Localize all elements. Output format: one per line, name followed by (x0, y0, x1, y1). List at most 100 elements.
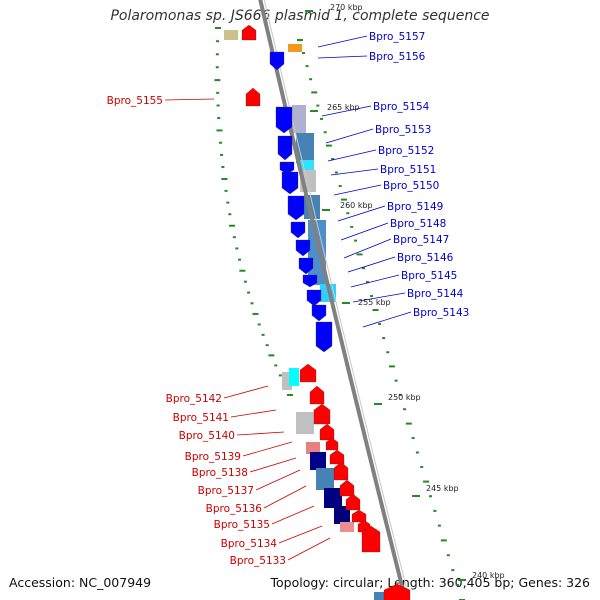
backbone-arc (258, 0, 408, 600)
reverse-gene-arrow (281, 171, 299, 195)
feature-block (224, 30, 238, 40)
leader-line (249, 457, 297, 473)
gene-label: Bpro_5138 (192, 467, 248, 479)
leader-line (271, 505, 315, 525)
scale-tick-label: 250 kbp (388, 393, 421, 402)
reverse-gene-arrow (269, 51, 285, 71)
leader-line (350, 274, 400, 288)
gene-label: Bpro_5146 (397, 252, 454, 264)
gene-label: Bpro_5151 (380, 164, 436, 176)
forward-gene-arrow (241, 24, 257, 41)
gene-label: Bpro_5137 (198, 485, 254, 497)
feature-block (316, 468, 334, 490)
gene-label: Bpro_5140 (179, 430, 235, 442)
gc-track (214, 27, 465, 600)
reverse-gene-arrow (287, 195, 305, 221)
map-title: Polaromonas sp. JS666 plasmid 1, complet… (110, 8, 490, 24)
gene-label: Bpro_5156 (369, 51, 426, 63)
gene-label: Bpro_5145 (401, 270, 457, 282)
leader-line (263, 485, 307, 509)
leader-line (340, 222, 389, 241)
leader-line (287, 537, 331, 561)
forward-gene-arrow (329, 449, 345, 465)
reverse-gene-arrow (277, 135, 293, 161)
leader-line (347, 256, 396, 273)
gene-label: Bpro_5155 (107, 95, 163, 107)
gene-label: Bpro_5134 (221, 538, 278, 550)
leader-line (317, 35, 368, 48)
forward-gene-arrow (361, 525, 381, 553)
forward-gene-arrow (339, 479, 355, 497)
gene-label: Bpro_5141 (173, 412, 229, 424)
forward-gene-arrow (325, 437, 339, 451)
leader-line (321, 105, 372, 117)
scale-tick-label: 260 kbp (340, 201, 373, 210)
feature-block (310, 452, 326, 470)
gene-label: Bpro_5150 (383, 180, 439, 192)
accession-text: Accession: NC_007949 (9, 575, 152, 590)
leader-line (230, 409, 277, 418)
forward-gene-arrow (383, 583, 411, 600)
gene-label: Bpro_5136 (206, 503, 263, 515)
reverse-gene-arrow (275, 106, 293, 134)
feature-block (324, 488, 342, 508)
gene-label: Bpro_5154 (373, 101, 430, 113)
gene-label: Bpro_5144 (407, 288, 464, 300)
leader-line (236, 431, 285, 436)
forward-gene-arrow (299, 363, 317, 383)
gene-label: Bpro_5157 (369, 31, 425, 43)
scale-tick-label: 245 kbp (426, 484, 459, 493)
feature-block (340, 522, 354, 532)
feature-block (296, 412, 314, 434)
leader-line (352, 292, 406, 303)
reverse-gene-arrow (298, 257, 314, 275)
backbone-track (258, 0, 411, 600)
scale-tick-label: 265 kbp (327, 103, 360, 112)
reverse-gene-arrow (302, 274, 318, 288)
leader-line (337, 205, 386, 222)
leader-line (325, 128, 374, 144)
reverse-gene-arrow (295, 239, 311, 257)
leader-line (255, 469, 301, 491)
leader-line (164, 98, 215, 101)
gene-label: Bpro_5148 (390, 218, 446, 230)
gene-label: Bpro_5142 (166, 393, 222, 405)
scale-tick-label: 240 kbp (472, 571, 505, 580)
reverse-strand-genes (269, 51, 333, 353)
backbone-arc-highlight (263, 0, 411, 600)
forward-gene-arrow (345, 493, 361, 511)
leader-line (330, 168, 379, 176)
leader-line (242, 441, 293, 457)
label-leader-lines (164, 35, 412, 561)
reverse-gene-arrow (315, 321, 333, 353)
leader-line (223, 385, 269, 399)
feature-block (288, 44, 302, 52)
leader-line (327, 149, 377, 162)
feature-block (306, 442, 320, 454)
leader-line (362, 311, 412, 328)
gene-label: Bpro_5139 (185, 451, 241, 463)
forward-gene-arrow (333, 461, 349, 481)
forward-gene-arrow (245, 87, 261, 107)
gene-label: Bpro_5133 (230, 555, 286, 567)
leader-line (333, 184, 382, 196)
topology-text: Topology: circular; Length: 360,405 bp; … (270, 575, 591, 590)
reverse-gene-arrow (311, 304, 327, 322)
gene-labels: Bpro_5157 Bpro_5156 Bpro_5154 Bpro_5153 Bpro… (107, 31, 470, 567)
gene-label: Bpro_5135 (214, 519, 270, 531)
scale-tick-label: 270 kbp (330, 3, 363, 12)
feature-block (334, 506, 350, 524)
reverse-gene-arrow (306, 289, 322, 307)
leader-line (278, 525, 323, 544)
feature-block (292, 105, 306, 133)
gene-label: Bpro_5149 (387, 201, 443, 213)
feature-block (282, 372, 292, 390)
gene-label: Bpro_5153 (375, 124, 431, 136)
reverse-gene-arrow (290, 221, 306, 239)
leader-line (343, 238, 392, 259)
gene-label: Bpro_5143 (413, 307, 469, 319)
gene-label: Bpro_5147 (393, 234, 449, 246)
forward-gene-arrow (309, 385, 325, 405)
forward-gene-arrow (313, 403, 331, 425)
